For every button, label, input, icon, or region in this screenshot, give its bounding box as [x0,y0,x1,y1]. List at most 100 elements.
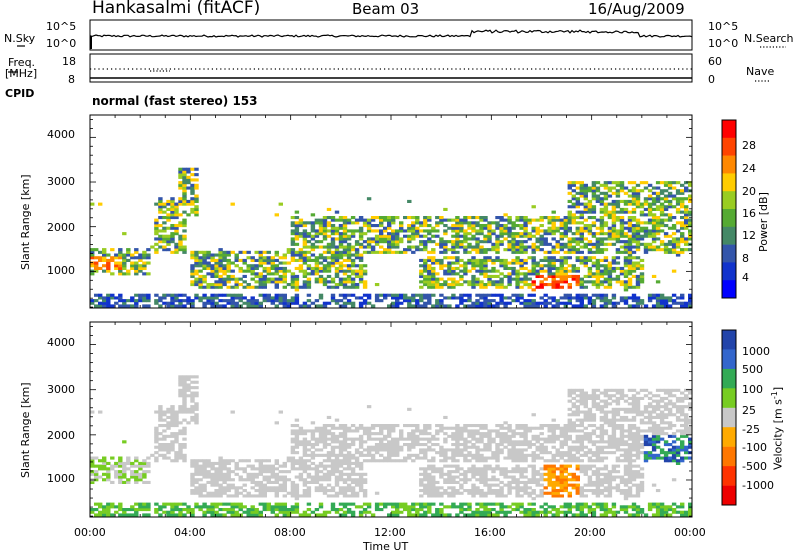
velocity-cell [387,445,392,449]
power-cell [178,301,183,305]
power-cell [543,301,548,305]
power-cell [607,264,613,268]
power-cell [639,274,645,278]
power-cell [222,258,227,262]
power-cell [539,296,544,300]
power-cell [334,256,340,260]
velocity-cell [455,448,460,452]
power-cell [358,226,364,230]
power-cell [194,186,199,190]
power-cell [346,277,352,281]
velocity-cell [523,456,528,460]
velocity-cell [559,440,564,444]
velocity-cell [334,483,340,487]
velocity-cell [358,478,364,482]
velocity-cell [579,464,584,468]
power-cell [407,304,412,308]
power-cell [575,232,580,236]
velocity-cell [483,426,488,430]
velocity-cell [214,483,219,487]
power-cell [567,221,572,225]
power-cell [463,248,468,252]
velocity-cell [535,445,540,449]
power-cell [507,283,512,287]
power-cell [603,266,609,270]
power-cell [431,280,436,284]
power-cell [202,296,207,300]
velocity-cell [587,478,593,482]
velocity-cell [174,505,179,509]
velocity-cell [555,459,560,463]
velocity-cell [491,489,496,493]
power-cell [559,274,564,278]
velocity-cell [619,459,625,463]
power-cell [102,250,107,254]
power-cell [531,226,536,230]
velocity-cell [310,451,316,455]
velocity-cell [370,448,376,452]
velocity-cell [619,491,625,495]
velocity-cell [138,478,143,482]
velocity-cell [487,508,492,512]
power-cell [146,253,151,257]
velocity-cell [571,478,576,482]
velocity-cell [523,443,528,447]
power-cell [407,299,412,303]
power-cell [290,258,296,262]
power-cell [310,221,316,225]
velocity-cell [194,380,199,384]
power-cell [491,283,496,287]
power-cell [603,304,609,308]
velocity-cell [435,467,440,471]
velocity-cell [571,486,576,490]
velocity-cell [595,426,601,430]
velocity-cell [611,502,617,506]
velocity-cell [423,486,428,490]
power-cell [198,285,203,289]
velocity-cell [186,508,191,512]
velocity-cell [222,478,227,482]
velocity-cell [210,513,215,517]
power-cell [294,237,300,241]
power-cell [519,216,524,220]
velocity-cell [278,483,283,487]
power-cell [603,258,609,262]
power-cell [170,237,175,241]
power-cell [242,285,247,289]
velocity-cell [607,489,613,493]
power-cell [543,237,548,241]
velocity-cell [226,494,231,498]
power-cell [250,272,255,276]
power-cell [182,175,187,179]
power-cell [306,272,312,276]
velocity-cell [443,478,448,482]
power-cell [342,221,348,225]
velocity-cell [531,464,536,468]
power-cell [447,304,452,308]
velocity-cell [294,445,300,449]
velocity-cell [471,513,476,517]
power-cell [583,189,588,193]
velocity-cell [495,424,500,428]
power-cell [623,242,629,246]
velocity-cell [94,502,99,506]
power-cell [583,191,588,195]
velocity-cell [523,429,528,433]
power-cell [463,234,468,238]
velocity-cell [102,472,107,476]
velocity-cell [591,413,597,417]
power-cell [475,283,480,287]
velocity-cell [387,448,392,452]
velocity-cell [591,491,597,495]
velocity-cell [182,405,187,409]
velocity-cell [511,478,516,482]
power-cell [567,285,572,289]
power-cell [627,194,633,198]
power-cell [455,256,460,260]
velocity-cell [302,470,308,474]
velocity-cell [531,513,536,517]
power-cell [338,250,344,254]
power-cell [278,296,283,300]
power-cell [515,248,520,252]
power-cell [627,202,633,206]
